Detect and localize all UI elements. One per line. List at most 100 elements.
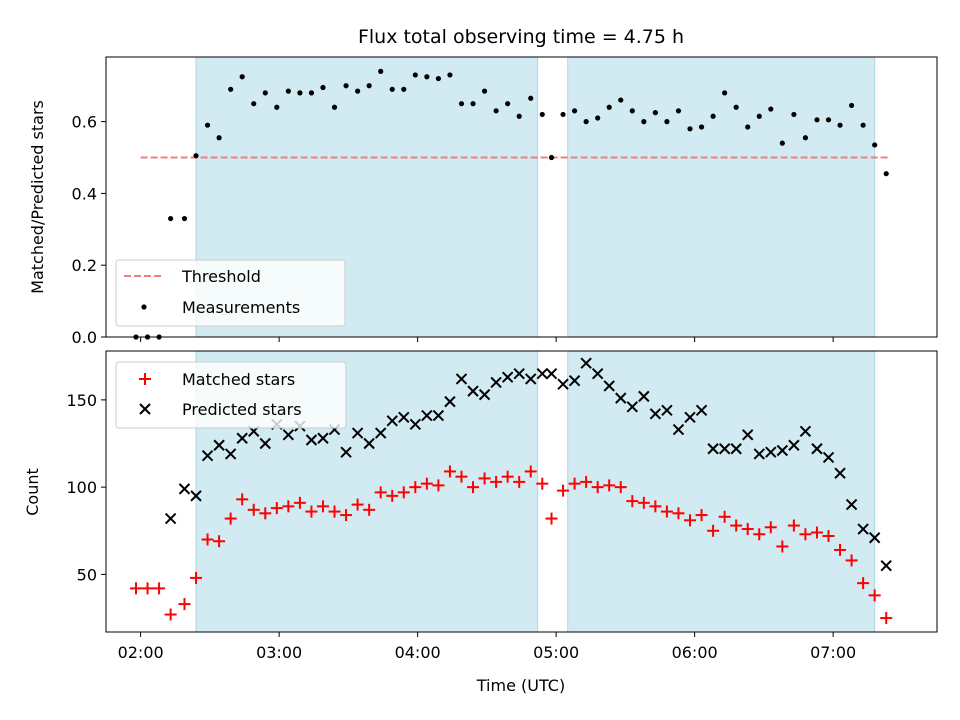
matched-star-point <box>316 500 329 513</box>
measurement-point <box>528 95 534 101</box>
predicted-star-point <box>730 443 742 455</box>
measurement-point <box>606 104 612 110</box>
measurement-point <box>193 153 199 159</box>
matched-star-point <box>776 540 789 553</box>
matched-star-point <box>455 470 468 483</box>
predicted-star-point <box>845 498 858 511</box>
xtick-label: 06:00 <box>672 643 718 662</box>
matched-star-point <box>141 582 154 595</box>
matched-star-point <box>695 509 708 522</box>
measurement-point <box>216 135 222 141</box>
predicted-star-point <box>718 443 731 455</box>
top-panel: 0.0 0.2 0.4 0.6 Matched/Predicted stars Thr… <box>28 56 938 347</box>
top-legend: Threshold Measurements <box>115 259 346 327</box>
matched-star-point <box>834 543 847 556</box>
predicted-star-point <box>201 450 214 462</box>
matched-star-point <box>753 528 766 541</box>
matched-star-point <box>363 503 376 516</box>
predicted-star-point <box>501 371 514 383</box>
measurement-point <box>664 119 670 125</box>
xtick-label: 07:00 <box>810 643 856 662</box>
matched-star-point <box>432 479 445 492</box>
predicted-star-point <box>478 388 491 401</box>
measurement-point <box>251 101 257 107</box>
measurement-point <box>710 113 716 119</box>
measurement-point <box>641 119 647 125</box>
predicted-star-point <box>374 427 387 439</box>
predicted-star-point <box>190 490 202 502</box>
predicted-star-point <box>649 408 662 420</box>
measurement-point <box>412 72 418 78</box>
measurement-point <box>722 90 728 96</box>
matched-star-point <box>637 496 650 509</box>
predicted-star-point <box>591 367 604 380</box>
predicted-star-point <box>857 523 869 535</box>
measurement-point <box>814 117 820 123</box>
predicted-star-point <box>409 418 422 431</box>
predicted-star-point <box>765 446 777 458</box>
predicted-star-point <box>164 512 177 525</box>
matched-star-point <box>328 505 341 518</box>
matched-star-point <box>490 475 503 488</box>
matched-star-point <box>340 509 353 522</box>
top-panel-frame <box>105 56 938 338</box>
predicted-star-point <box>661 404 673 417</box>
x-axis-label: Time (UTC) <box>476 676 565 695</box>
measurement-point <box>366 83 372 89</box>
matched-star-point <box>351 498 364 511</box>
predicted-star-point <box>753 448 765 460</box>
matched-star-point <box>305 505 318 518</box>
measurement-point <box>297 90 303 96</box>
measurement-point <box>802 135 809 141</box>
matched-star-point <box>810 526 823 539</box>
matched-star-point <box>730 519 743 532</box>
predicted-star-point <box>213 439 225 451</box>
predicted-star-point <box>259 437 271 450</box>
bottom-legend: Matched stars Predicted stars <box>115 361 347 429</box>
matched-star-point <box>799 528 812 541</box>
predicted-star-point <box>351 427 364 439</box>
measurement-point <box>274 104 280 110</box>
matched-star-point <box>880 612 893 625</box>
xtick-label: 04:00 <box>395 643 441 662</box>
matched-star-point <box>649 500 662 513</box>
predicted-star-point <box>236 432 248 444</box>
predicted-star-point <box>615 392 627 404</box>
measurement-point <box>745 124 751 130</box>
measurement-point <box>791 111 797 118</box>
measurement-point <box>343 83 349 89</box>
bottom-shaded-interval-2 <box>567 350 876 633</box>
matched-star-point <box>467 481 480 494</box>
measurement-point <box>389 86 395 92</box>
measurement-point <box>355 88 361 94</box>
matched-star-point <box>868 589 881 602</box>
measurement-point <box>883 171 889 177</box>
predicted-star-point <box>432 409 445 422</box>
matched-star-point <box>524 465 537 478</box>
measurement-point <box>447 72 453 78</box>
measurement-point <box>470 101 476 107</box>
measurement-point <box>698 124 705 130</box>
matched-star-point <box>684 514 697 527</box>
top-ylabel: Matched/Predicted stars <box>28 100 47 294</box>
matched-star-point <box>190 571 203 584</box>
matched-star-point <box>236 493 249 506</box>
measurement-point <box>228 86 234 92</box>
predicted-star-point <box>536 367 548 380</box>
measurement-point <box>435 75 441 82</box>
predicted-star-point <box>626 401 639 413</box>
matched-star-point <box>270 502 283 515</box>
predicted-star-point <box>305 434 318 446</box>
legend-threshold-label: Threshold <box>181 267 261 286</box>
measurement-point <box>768 106 774 112</box>
matched-star-point <box>178 598 191 611</box>
measurement-point <box>848 102 855 109</box>
predicted-star-point <box>317 432 329 444</box>
measurement-point <box>458 101 465 107</box>
predicted-star-point <box>603 380 615 392</box>
measurement-point <box>308 90 315 96</box>
matched-star-point <box>787 519 800 532</box>
predicted-star-point <box>444 395 456 408</box>
predicted-star-point <box>799 425 812 437</box>
